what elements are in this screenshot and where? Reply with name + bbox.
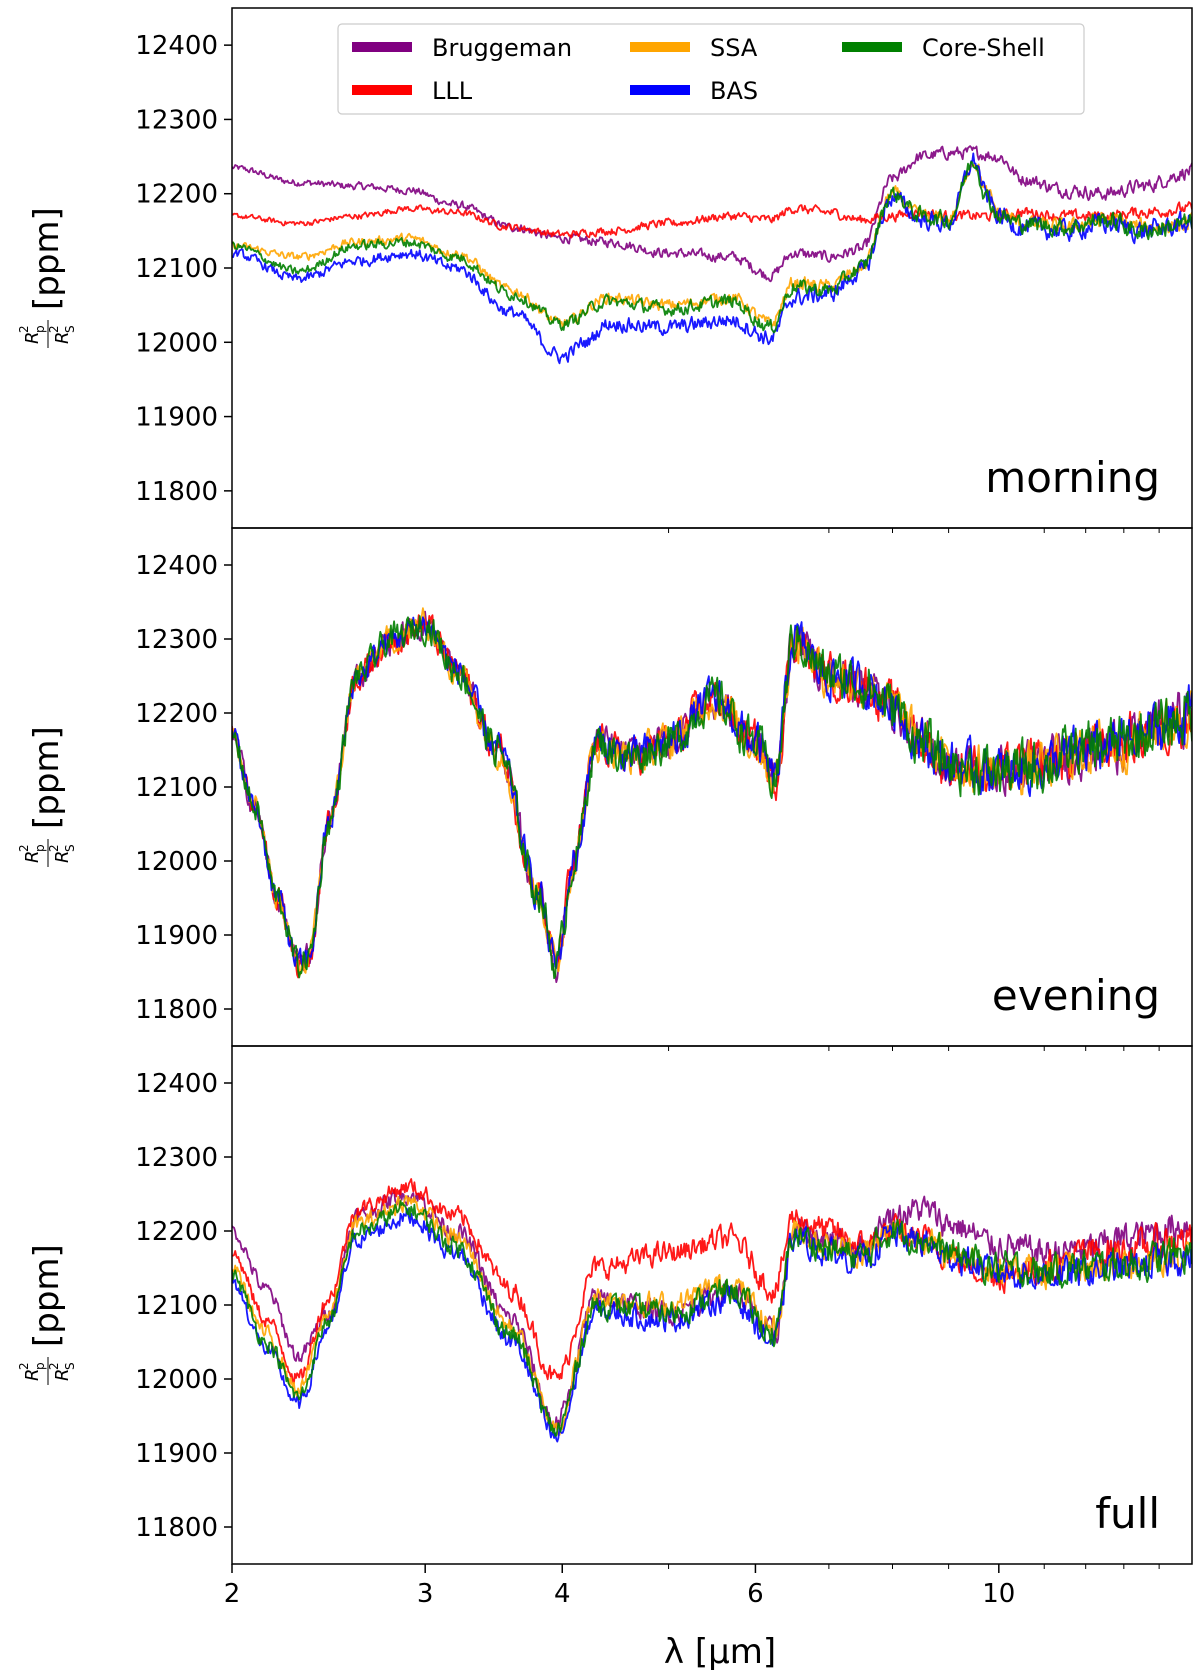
y-axis-label: R2 pR2 S[ppm] bbox=[17, 726, 77, 867]
y-tick-label: 12000 bbox=[135, 328, 218, 358]
svg-text:2: 2 bbox=[47, 1362, 61, 1370]
y-tick-label: 12300 bbox=[135, 105, 218, 135]
legend-label: Core-Shell bbox=[922, 34, 1045, 62]
panel-label: evening bbox=[992, 971, 1160, 1020]
x-tick-label: 3 bbox=[417, 1579, 434, 1609]
svg-text:R: R bbox=[52, 1368, 73, 1381]
x-tick-label: 2 bbox=[224, 1579, 241, 1609]
y-tick-label: 11900 bbox=[135, 921, 218, 951]
series-group bbox=[232, 145, 1192, 365]
x-tick-label: 6 bbox=[747, 1579, 764, 1609]
svg-text:R: R bbox=[52, 331, 73, 344]
y-tick-label: 12400 bbox=[135, 31, 218, 61]
panel-label: morning bbox=[985, 453, 1160, 502]
svg-text:R: R bbox=[52, 850, 73, 863]
y-tick-label: 11900 bbox=[135, 1439, 218, 1469]
svg-text:2: 2 bbox=[17, 1362, 31, 1370]
y-tick-label: 11800 bbox=[135, 477, 218, 507]
y-tick-label: 12000 bbox=[135, 847, 218, 877]
legend-label: Bruggeman bbox=[432, 34, 572, 62]
series-line-bruggeman bbox=[232, 145, 1192, 283]
svg-text:p: p bbox=[33, 1362, 47, 1370]
y-tick-label: 12100 bbox=[135, 1291, 218, 1321]
svg-text:2: 2 bbox=[17, 844, 31, 852]
y-tick-label: 12200 bbox=[135, 1217, 218, 1247]
x-axis-title: λ [μm] bbox=[664, 1632, 776, 1672]
y-tick-label: 11800 bbox=[135, 1513, 218, 1543]
x-tick-label: 10 bbox=[982, 1579, 1015, 1609]
y-tick-label: 12400 bbox=[135, 551, 218, 581]
series-line-ssa bbox=[232, 163, 1192, 328]
svg-text:[ppm]: [ppm] bbox=[27, 207, 67, 310]
svg-text:R: R bbox=[22, 1368, 43, 1381]
svg-text:S: S bbox=[63, 844, 77, 852]
series-line-lll bbox=[232, 614, 1192, 979]
svg-text:R: R bbox=[22, 850, 43, 863]
x-axis: 2 3 4 6 10 bbox=[224, 1564, 1015, 1609]
series-line-bas bbox=[232, 616, 1192, 969]
svg-text:p: p bbox=[33, 325, 47, 333]
svg-text:2: 2 bbox=[47, 844, 61, 852]
y-axis-label: R2 pR2 S[ppm] bbox=[17, 1244, 77, 1385]
y-tick-label: 12000 bbox=[135, 1365, 218, 1395]
panel-frame bbox=[231, 527, 1193, 1047]
y-tick-label: 12300 bbox=[135, 1143, 218, 1173]
series-group bbox=[232, 1178, 1192, 1443]
svg-text:[ppm]: [ppm] bbox=[27, 1244, 67, 1347]
y-tick-label: 12100 bbox=[135, 773, 218, 803]
y-tick-label: 12200 bbox=[135, 180, 218, 210]
series-line-bas bbox=[232, 1207, 1192, 1443]
y-axis-label: R2 pR2 S[ppm] bbox=[17, 207, 77, 348]
legend-label: SSA bbox=[710, 34, 758, 62]
legend: Bruggeman LLL SSA BAS Core-Shell bbox=[337, 23, 1085, 115]
svg-text:R: R bbox=[22, 331, 43, 344]
y-tick-label: 11800 bbox=[135, 995, 218, 1025]
svg-text:p: p bbox=[33, 844, 47, 852]
y-tick-label: 12100 bbox=[135, 254, 218, 284]
svg-text:S: S bbox=[63, 325, 77, 333]
panel-label: full bbox=[1095, 1489, 1160, 1538]
series-line-core-shell bbox=[232, 615, 1192, 980]
x-tick-label: 4 bbox=[554, 1579, 571, 1609]
series-line-core-shell bbox=[232, 160, 1192, 334]
y-tick-label: 12400 bbox=[135, 1069, 218, 1099]
y-tick-label: 11900 bbox=[135, 403, 218, 433]
series-line-lll bbox=[232, 201, 1192, 239]
legend-label: LLL bbox=[432, 77, 473, 105]
series-line-core-shell bbox=[232, 1200, 1192, 1437]
legend-label: BAS bbox=[710, 77, 758, 105]
svg-text:S: S bbox=[63, 1362, 77, 1370]
y-tick-label: 12200 bbox=[135, 699, 218, 729]
y-tick-label: 12300 bbox=[135, 625, 218, 655]
series-line-bruggeman bbox=[232, 610, 1192, 983]
svg-text:[ppm]: [ppm] bbox=[27, 726, 67, 829]
series-group bbox=[232, 607, 1192, 983]
svg-text:2: 2 bbox=[47, 325, 61, 333]
svg-text:2: 2 bbox=[17, 325, 31, 333]
